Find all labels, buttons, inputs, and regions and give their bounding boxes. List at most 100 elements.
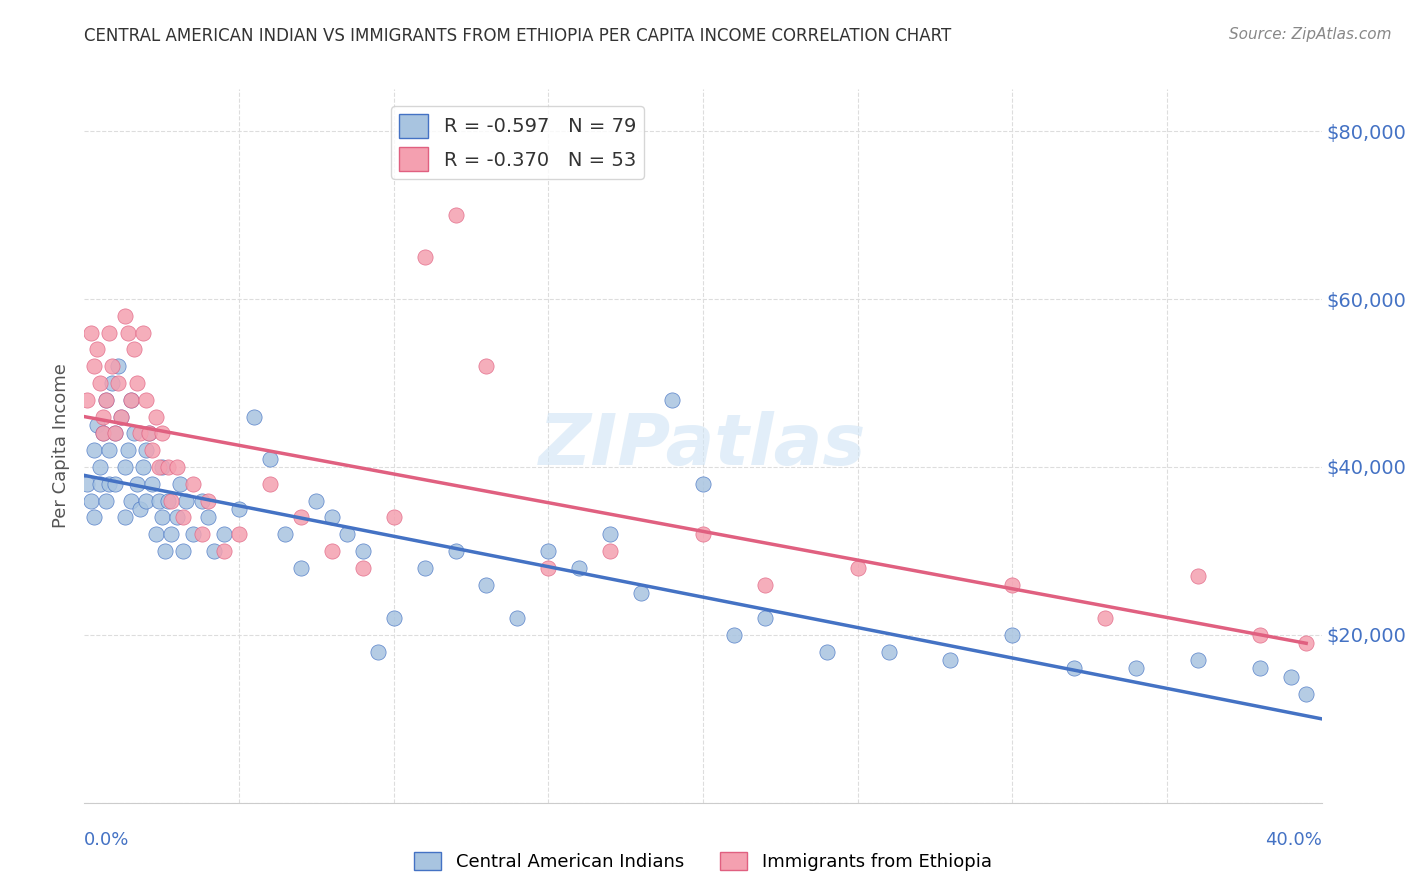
Point xyxy=(122,343,145,357)
Legend: Central American Indians, Immigrants from Ethiopia: Central American Indians, Immigrants fro… xyxy=(408,845,998,879)
Point xyxy=(1295,687,1317,701)
Point xyxy=(1295,636,1317,650)
Point xyxy=(537,544,560,558)
Point xyxy=(166,510,188,524)
Point xyxy=(413,560,436,574)
Point xyxy=(135,443,157,458)
Point xyxy=(83,510,105,524)
Point xyxy=(475,577,498,591)
Point xyxy=(145,409,167,424)
Point xyxy=(89,476,111,491)
Point xyxy=(352,544,374,558)
Point xyxy=(150,510,173,524)
Point xyxy=(76,476,98,491)
Point xyxy=(243,409,266,424)
Point xyxy=(176,493,198,508)
Point xyxy=(1187,653,1209,667)
Point xyxy=(125,476,148,491)
Point xyxy=(83,443,105,458)
Point xyxy=(692,527,714,541)
Text: Source: ZipAtlas.com: Source: ZipAtlas.com xyxy=(1229,27,1392,42)
Point xyxy=(110,409,132,424)
Point xyxy=(630,586,652,600)
Point xyxy=(939,653,962,667)
Point xyxy=(181,476,204,491)
Point xyxy=(172,544,194,558)
Point xyxy=(212,527,235,541)
Point xyxy=(1063,661,1085,675)
Point xyxy=(506,611,529,625)
Point xyxy=(169,476,191,491)
Point xyxy=(191,493,214,508)
Point xyxy=(367,645,389,659)
Point xyxy=(1187,569,1209,583)
Point xyxy=(114,510,136,524)
Point xyxy=(259,476,281,491)
Point xyxy=(117,326,139,340)
Point xyxy=(94,392,117,407)
Point xyxy=(1279,670,1302,684)
Point xyxy=(1249,628,1271,642)
Point xyxy=(150,426,173,441)
Point xyxy=(129,502,152,516)
Point xyxy=(197,510,219,524)
Point xyxy=(413,250,436,264)
Point xyxy=(336,527,359,541)
Point xyxy=(1125,661,1147,675)
Point xyxy=(101,359,124,374)
Point xyxy=(382,611,405,625)
Point xyxy=(537,560,560,574)
Point xyxy=(138,426,160,441)
Point xyxy=(202,544,225,558)
Point xyxy=(228,502,250,516)
Point xyxy=(599,527,621,541)
Point xyxy=(160,493,183,508)
Point xyxy=(145,527,167,541)
Point xyxy=(166,460,188,475)
Point xyxy=(290,560,312,574)
Point xyxy=(122,426,145,441)
Point xyxy=(91,426,114,441)
Point xyxy=(107,359,129,374)
Point xyxy=(723,628,745,642)
Point xyxy=(444,208,467,222)
Legend: R = -0.597   N = 79, R = -0.370   N = 53: R = -0.597 N = 79, R = -0.370 N = 53 xyxy=(391,106,644,178)
Point xyxy=(877,645,900,659)
Point xyxy=(150,460,173,475)
Point xyxy=(754,577,776,591)
Point xyxy=(141,476,163,491)
Point xyxy=(132,460,155,475)
Point xyxy=(568,560,591,574)
Text: ZIPatlas: ZIPatlas xyxy=(540,411,866,481)
Point xyxy=(114,460,136,475)
Text: 0.0%: 0.0% xyxy=(84,831,129,849)
Point xyxy=(94,392,117,407)
Point xyxy=(156,460,179,475)
Point xyxy=(132,326,155,340)
Point xyxy=(181,527,204,541)
Point xyxy=(352,560,374,574)
Point xyxy=(290,510,312,524)
Point xyxy=(120,493,142,508)
Point xyxy=(125,376,148,390)
Point xyxy=(153,544,176,558)
Point xyxy=(101,376,124,390)
Point xyxy=(107,376,129,390)
Point xyxy=(110,409,132,424)
Point xyxy=(212,544,235,558)
Point xyxy=(148,460,170,475)
Point xyxy=(754,611,776,625)
Point xyxy=(79,493,101,508)
Point xyxy=(98,326,121,340)
Point xyxy=(138,426,160,441)
Point xyxy=(846,560,869,574)
Point xyxy=(120,392,142,407)
Point xyxy=(172,510,194,524)
Point xyxy=(197,493,219,508)
Point xyxy=(120,392,142,407)
Point xyxy=(104,476,127,491)
Point xyxy=(1094,611,1116,625)
Point xyxy=(228,527,250,541)
Point xyxy=(91,426,114,441)
Text: CENTRAL AMERICAN INDIAN VS IMMIGRANTS FROM ETHIOPIA PER CAPITA INCOME CORRELATIO: CENTRAL AMERICAN INDIAN VS IMMIGRANTS FR… xyxy=(84,27,952,45)
